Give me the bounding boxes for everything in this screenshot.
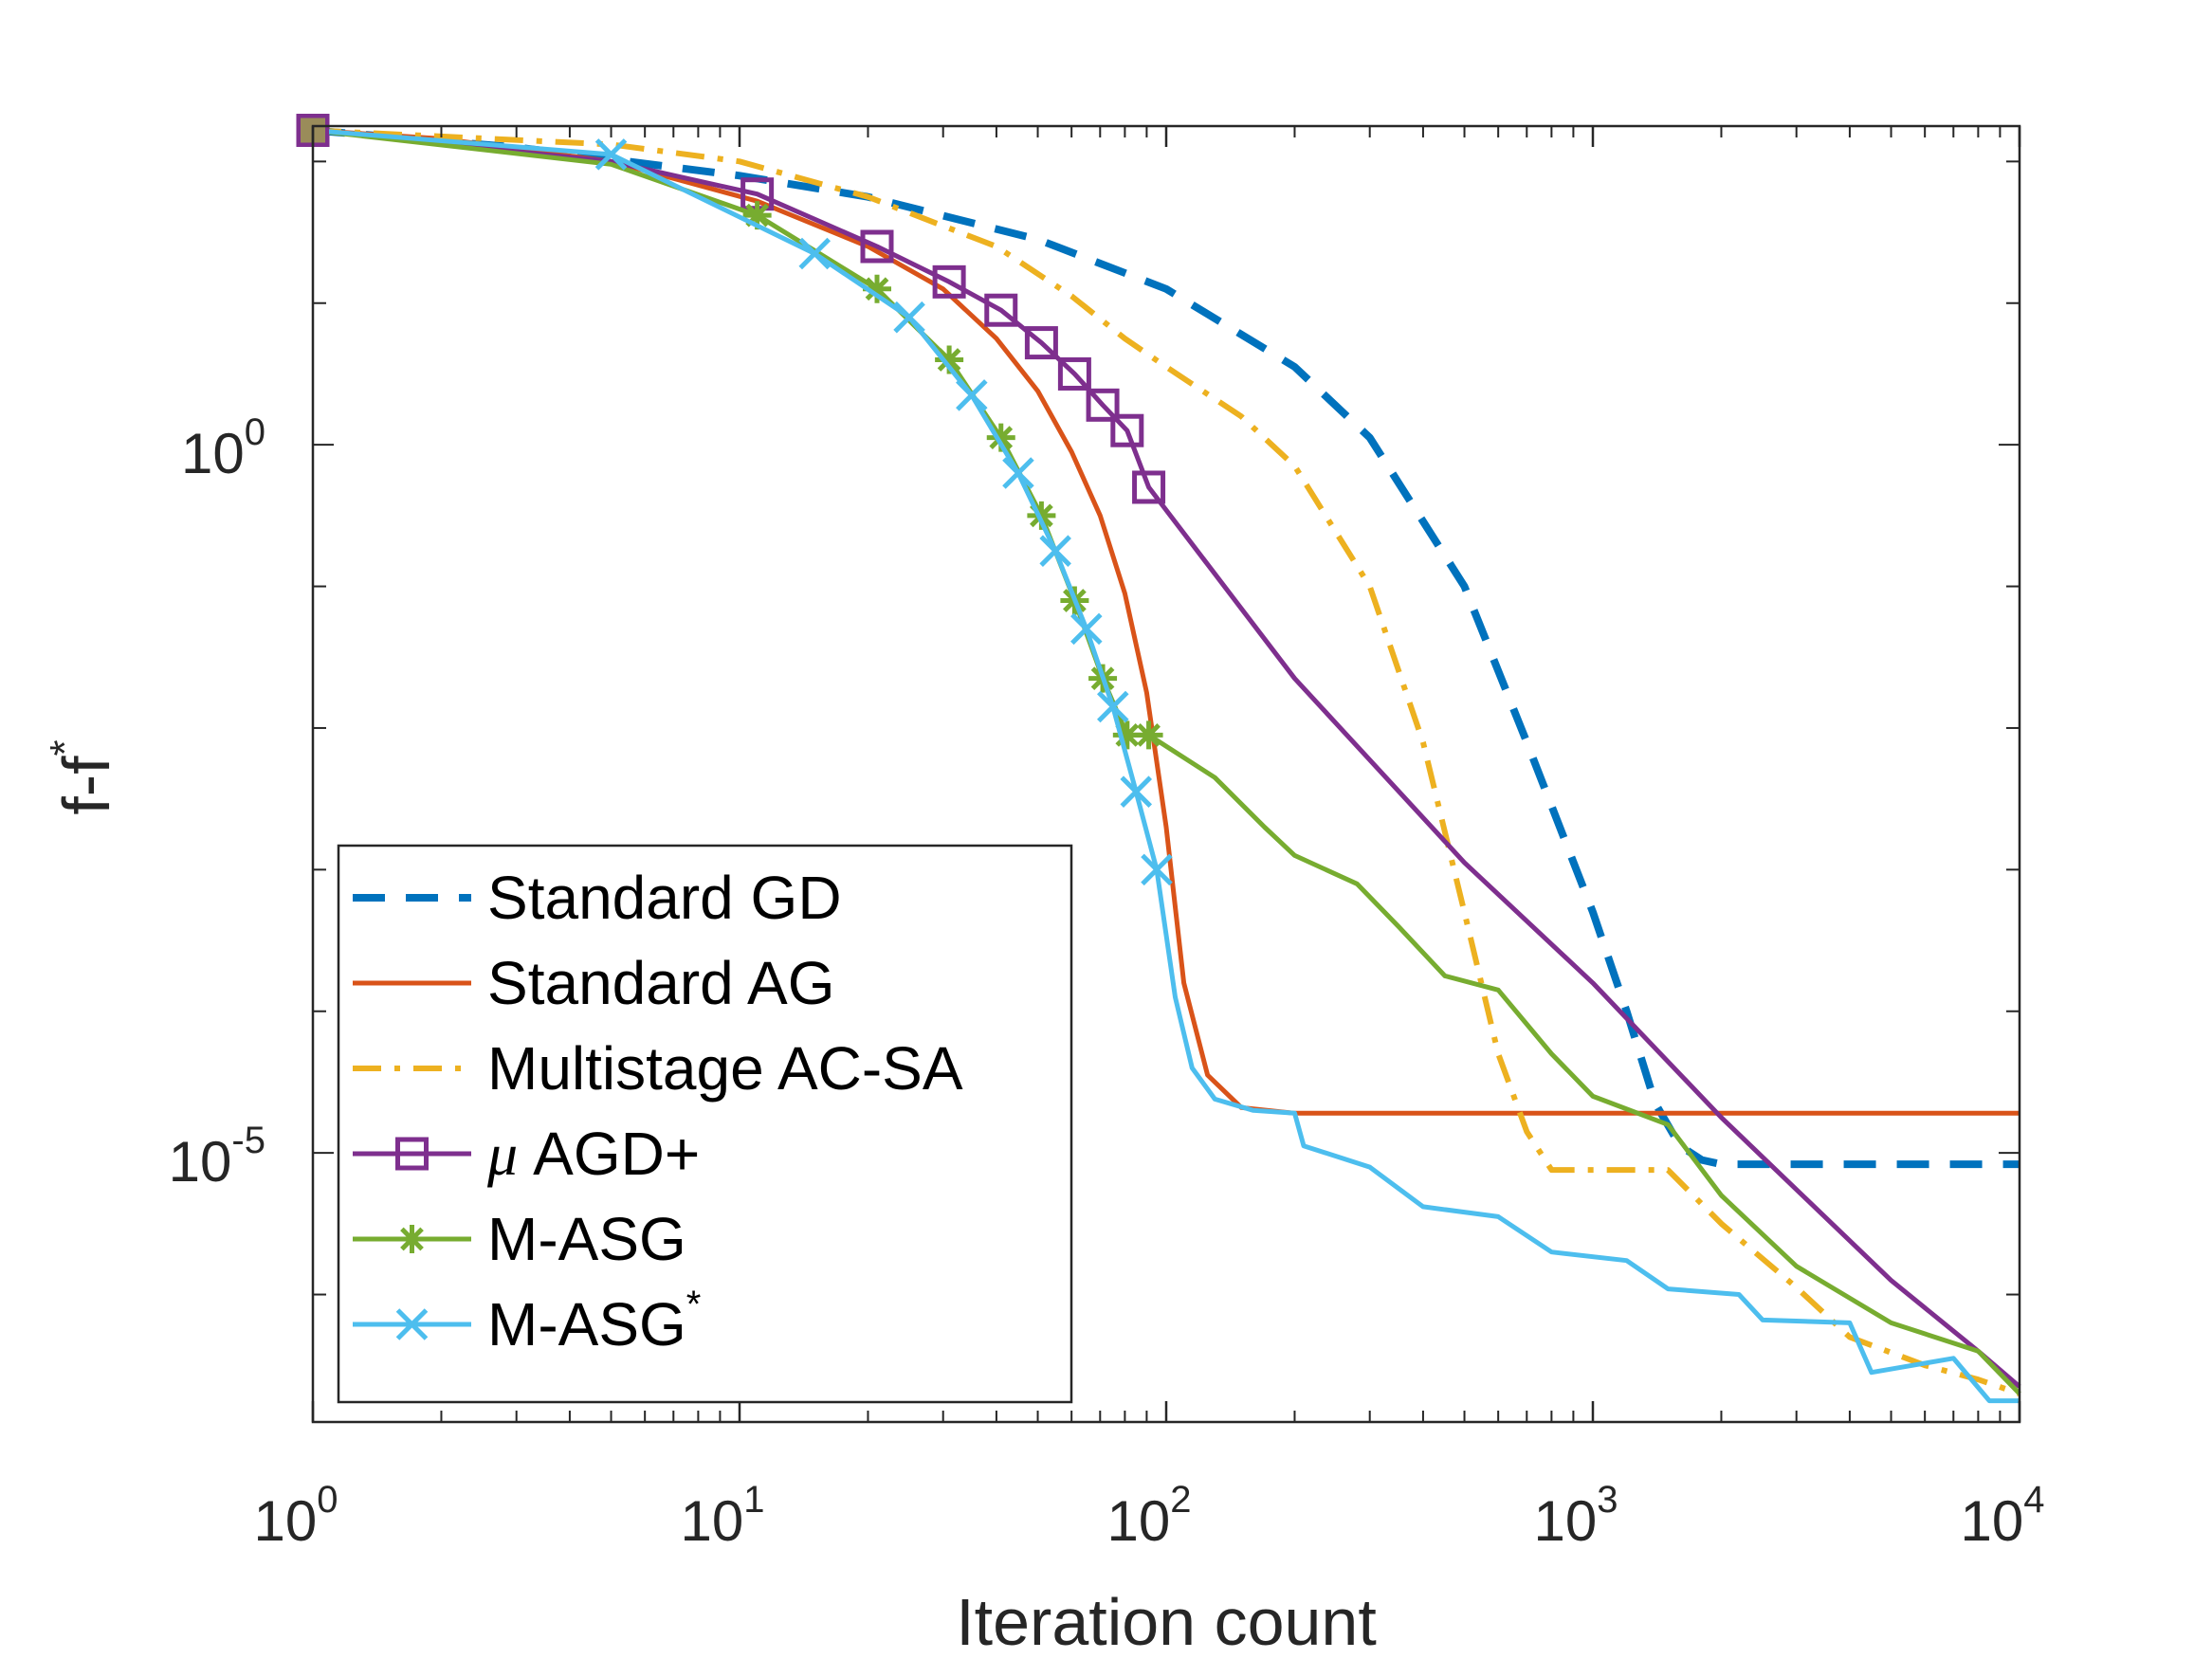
x-marker	[798, 237, 832, 270]
asterisk-marker	[986, 423, 1015, 452]
x-marker	[395, 1308, 429, 1340]
x-tick-label: 102	[1107, 1479, 1192, 1553]
tick-base: 10	[169, 1130, 232, 1194]
x-marker	[1120, 775, 1153, 808]
legend-label: Multistage AC-SA	[487, 1034, 963, 1103]
plot-area	[296, 113, 2021, 1404]
asterisk-marker	[1134, 720, 1163, 750]
y-title-sup: *	[42, 739, 88, 756]
x-marker	[956, 379, 988, 411]
y-tick-label: 100	[181, 411, 265, 485]
asterisk-marker	[1112, 720, 1142, 750]
tick-exponent: -5	[231, 1120, 265, 1161]
legend-name: Multistage AC-SA	[487, 1034, 963, 1103]
legend-box	[337, 844, 1073, 1404]
series-2	[312, 127, 2020, 1396]
square-marker	[1086, 388, 1120, 422]
y-title-base: f-f	[49, 756, 123, 815]
tick-exponent: 0	[245, 411, 265, 453]
tick-exponent: 3	[1597, 1479, 1618, 1521]
legend-entry: M-ASG	[353, 1205, 686, 1273]
y-tick-label: 10-5	[169, 1120, 265, 1194]
x-tick-label: 104	[1961, 1479, 2045, 1553]
series-line	[312, 128, 2020, 1404]
tick-exponent: 2	[1170, 1479, 1191, 1521]
x-tick-label: 103	[1534, 1479, 1618, 1553]
asterisk-marker	[742, 201, 772, 230]
tick-base: 10	[681, 1489, 744, 1553]
series-0	[312, 126, 2020, 1169]
asterisk-marker	[935, 345, 964, 374]
square-marker	[1057, 356, 1091, 391]
series-line	[312, 127, 2020, 1396]
legend-prefix: μ	[486, 1121, 533, 1188]
square-marker	[1132, 470, 1166, 504]
asterisk-marker	[397, 1225, 427, 1253]
tick-exponent: 4	[2023, 1479, 2044, 1521]
series-1	[312, 128, 2020, 1116]
legend-name: M-ASG	[487, 1205, 686, 1273]
tick-exponent: 0	[317, 1479, 338, 1521]
legend-name: M-ASG	[487, 1290, 686, 1358]
legend-name: Standard GD	[487, 864, 842, 932]
x-tick-label: 101	[681, 1479, 765, 1553]
legend-entry: Standard AG	[353, 949, 834, 1017]
x-tick-label: 100	[254, 1479, 338, 1553]
legend: Standard GD Standard AG Multistage AC-SA μ …	[337, 844, 1073, 1404]
square-marker	[860, 229, 894, 264]
legend-label: Standard GD	[487, 864, 842, 932]
x-marker	[1141, 853, 1173, 886]
legend-entry: Standard GD	[353, 864, 842, 932]
square-marker	[984, 293, 1018, 327]
tick-exponent: 1	[743, 1479, 764, 1521]
legend-label: Standard AG	[487, 949, 834, 1017]
asterisk-marker	[862, 274, 891, 303]
legend-label: M-ASG	[487, 1205, 686, 1273]
legend-name: Standard AG	[487, 949, 834, 1017]
legend-label: M-ASG*	[487, 1284, 701, 1358]
x-marker	[893, 301, 925, 334]
series-line	[312, 126, 2020, 1169]
series-line	[312, 128, 2020, 1116]
square-marker	[1024, 326, 1058, 360]
square-marker	[1110, 413, 1144, 447]
x-marker	[1097, 690, 1129, 723]
legend-entry: Multistage AC-SA	[353, 1034, 963, 1103]
legend-entry: M-ASG*	[353, 1284, 701, 1358]
square-marker	[932, 264, 966, 299]
x-axis-title: Iteration count	[956, 1585, 1377, 1659]
x-marker	[1070, 612, 1103, 646]
x-marker	[1002, 457, 1034, 489]
tick-base: 10	[1107, 1489, 1171, 1553]
y-axis-title: f-f*	[42, 739, 123, 814]
x-marker	[1039, 535, 1071, 567]
tick-base: 10	[254, 1489, 318, 1553]
legend-sup: *	[686, 1284, 702, 1325]
tick-base: 10	[1534, 1489, 1598, 1553]
tick-base: 10	[1961, 1489, 2024, 1553]
asterisk-marker	[1027, 501, 1056, 530]
series-5	[297, 114, 2020, 1404]
x-marker	[594, 138, 628, 171]
square-marker	[395, 1137, 429, 1171]
tick-base: 10	[181, 422, 245, 485]
legend-name: AGD+	[533, 1120, 700, 1188]
series-line	[312, 128, 2021, 1395]
legend-entry: μ AGD+	[353, 1120, 700, 1188]
legend-label: μ AGD+	[486, 1120, 700, 1188]
